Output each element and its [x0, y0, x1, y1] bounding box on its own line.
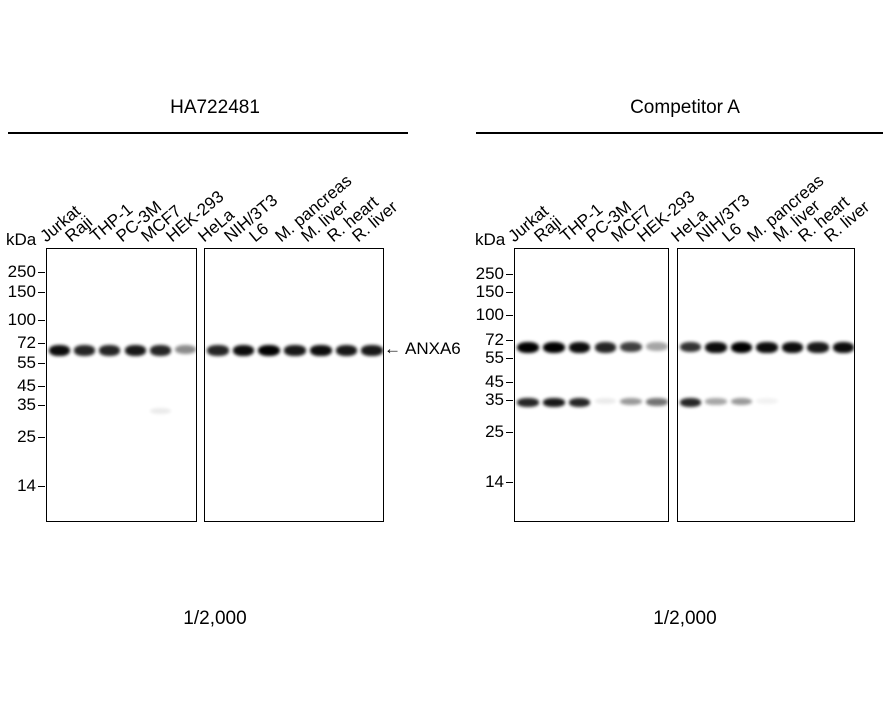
marker-label: 72 — [485, 330, 504, 349]
marker-label: 55 — [17, 353, 36, 372]
kda-label: kDa — [6, 230, 37, 249]
title-underline — [8, 132, 408, 134]
dilution-label: 1/2,000 — [653, 608, 717, 629]
kda-label: kDa — [475, 230, 506, 249]
band — [568, 342, 591, 353]
marker-tick — [38, 272, 45, 274]
marker-tick — [506, 482, 513, 484]
band — [832, 342, 854, 353]
band — [705, 398, 727, 406]
band — [594, 398, 617, 405]
marker-tick — [506, 400, 513, 402]
marker-tick — [38, 292, 45, 294]
band — [756, 398, 778, 405]
marker-tick — [506, 274, 513, 276]
band — [207, 345, 229, 356]
target-label: ANXA6 — [405, 339, 461, 358]
band — [542, 398, 565, 407]
band — [232, 345, 255, 356]
marker-label: 45 — [485, 372, 504, 391]
band — [680, 342, 702, 353]
band — [646, 342, 668, 352]
marker-label: 150 — [7, 282, 36, 301]
marker-label: 25 — [17, 427, 36, 446]
marker-tick — [506, 340, 513, 342]
marker-label: 45 — [17, 376, 36, 395]
band — [517, 342, 539, 353]
marker-tick — [38, 320, 45, 322]
band — [568, 398, 591, 407]
marker-label: 150 — [475, 282, 504, 301]
marker-label: 72 — [17, 333, 36, 352]
marker-tick — [38, 405, 45, 407]
marker-label: 250 — [475, 264, 504, 283]
marker-tick — [506, 315, 513, 317]
band — [646, 398, 668, 406]
marker-label: 25 — [485, 422, 504, 441]
band — [335, 345, 358, 356]
dilution-label: 1/2,000 — [183, 608, 247, 629]
band — [74, 345, 96, 356]
panel-title: HA722481 — [170, 97, 260, 118]
band — [49, 345, 71, 356]
marker-label: 100 — [475, 305, 504, 324]
band — [517, 398, 539, 407]
band — [542, 342, 565, 353]
band — [781, 342, 804, 353]
marker-label: 14 — [485, 472, 504, 491]
band — [680, 398, 702, 407]
marker-tick — [38, 363, 45, 365]
band — [174, 345, 196, 355]
blot-panel-2 — [204, 248, 384, 522]
marker-label: 35 — [485, 390, 504, 409]
marker-tick — [38, 343, 45, 345]
title-underline — [476, 132, 883, 134]
marker-tick — [38, 386, 45, 388]
band — [149, 408, 171, 415]
target-arrow: ← — [384, 339, 401, 358]
marker-label: 100 — [7, 310, 36, 329]
marker-tick — [506, 358, 513, 360]
band — [309, 345, 332, 356]
band — [807, 342, 829, 353]
blot-panel-1 — [46, 248, 197, 522]
band — [149, 345, 171, 356]
band — [730, 342, 753, 353]
marker-tick — [506, 382, 513, 384]
marker-label: 35 — [17, 395, 36, 414]
marker-label: 250 — [7, 262, 36, 281]
band — [258, 345, 281, 356]
blot-panel-1 — [514, 248, 669, 522]
band — [99, 345, 121, 356]
band — [284, 345, 306, 356]
panel-title: Competitor A — [630, 97, 740, 118]
marker-tick — [506, 432, 513, 434]
marker-tick — [38, 437, 45, 439]
marker-tick — [38, 486, 45, 488]
band — [730, 398, 753, 406]
band — [124, 345, 146, 356]
band — [594, 342, 617, 353]
band — [705, 342, 727, 353]
blot-panel-2 — [677, 248, 855, 522]
band — [620, 342, 643, 353]
marker-tick — [506, 292, 513, 294]
band — [620, 398, 643, 406]
marker-label: 55 — [485, 348, 504, 367]
band — [361, 345, 383, 356]
band — [756, 342, 778, 353]
marker-label: 14 — [17, 476, 36, 495]
